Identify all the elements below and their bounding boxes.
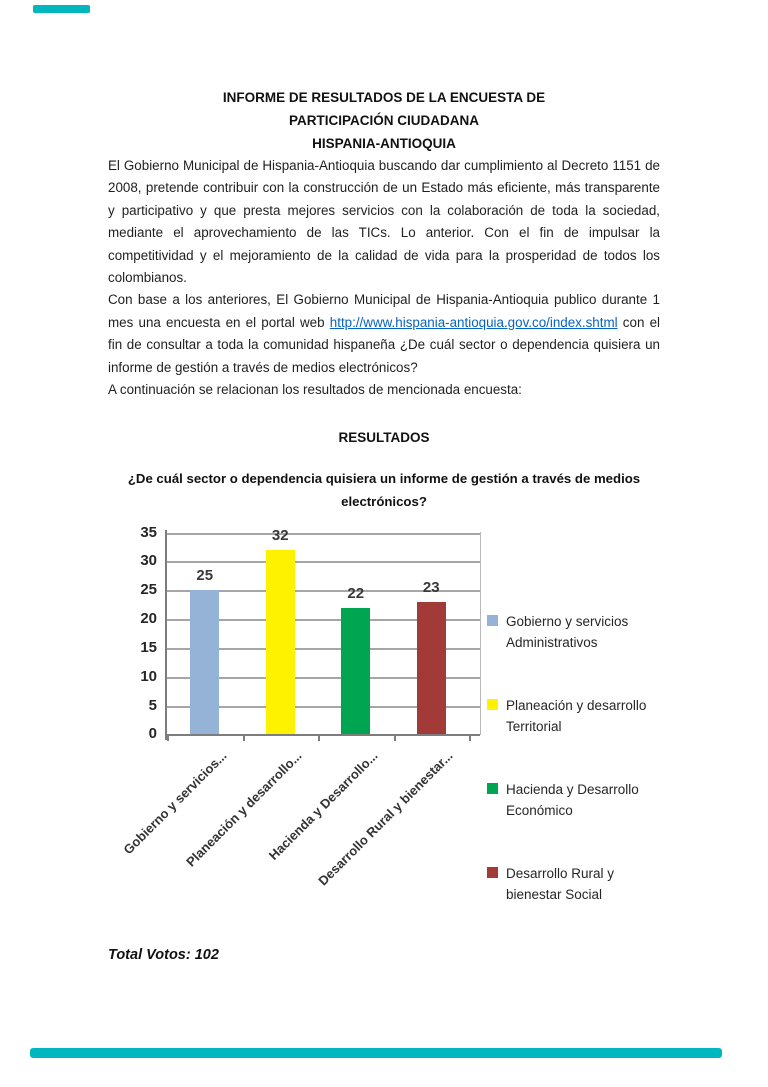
paragraph-survey-after-link: con el fin de consultar a toda la comuni… bbox=[108, 314, 661, 375]
total-votes: Total Votos: 102 bbox=[108, 947, 219, 964]
x-axis-tick bbox=[318, 734, 320, 742]
legend-item: Planeación y desarrollo Territorial bbox=[487, 695, 671, 737]
survey-question-line-2: electrónicos? bbox=[341, 494, 427, 510]
legend-item: Desarrollo Rural y bienestar Social bbox=[487, 863, 671, 905]
y-axis-tick-label: 20 bbox=[140, 610, 157, 628]
x-axis-tick bbox=[469, 734, 471, 742]
x-axis-tick bbox=[242, 734, 245, 742]
x-axis-tick bbox=[167, 734, 169, 742]
x-category-label: Gobierno y servicios... bbox=[120, 748, 230, 858]
bar-value-label: 23 bbox=[422, 578, 440, 596]
portal-link[interactable]: http://www.hispania-antioquia.gov.co/ind… bbox=[329, 314, 618, 330]
gridline bbox=[167, 561, 480, 564]
y-axis-tick-label: 35 bbox=[140, 523, 157, 541]
plot-area-right-border bbox=[480, 532, 481, 736]
document-title: INFORME DE RESULTADOS DE LA ENCUESTA DE … bbox=[108, 86, 660, 155]
title-line-1: INFORME DE RESULTADOS DE LA ENCUESTA DE bbox=[222, 90, 546, 105]
paragraph-intro: El Gobierno Municipal de Hispania-Antioq… bbox=[108, 158, 660, 286]
bar bbox=[341, 607, 371, 735]
y-axis-tick-label: 5 bbox=[148, 696, 157, 714]
legend-label: Gobierno y servicios Administrativos bbox=[506, 614, 629, 651]
legend-item: Hacienda y Desarrollo Económico bbox=[487, 779, 671, 821]
legend-swatch bbox=[487, 699, 498, 711]
results-bar-chart: 0 5 10 15 20 25 30 35 25 Gobierno y servicios... 3… bbox=[0, 524, 768, 929]
legend-label: Hacienda y Desarrollo Económico bbox=[506, 782, 639, 819]
legend-label: Planeación y desarrollo Territorial bbox=[506, 698, 647, 735]
legend-swatch bbox=[487, 783, 498, 795]
bar-value-label: 25 bbox=[196, 567, 214, 585]
x-axis-tick bbox=[393, 734, 396, 742]
survey-question-line-1: ¿De cuál sector o dependencia quisiera u… bbox=[127, 471, 641, 487]
gridline bbox=[167, 532, 480, 535]
gridline bbox=[167, 619, 480, 622]
x-axis-line bbox=[167, 734, 480, 737]
legend-label: Desarrollo Rural y bienestar Social bbox=[506, 866, 615, 903]
x-category-label: Planeación y desarrollo... bbox=[183, 748, 305, 870]
title-line-3: HISPANIA-ANTIOQUIA bbox=[312, 136, 456, 151]
document-content: INFORME DE RESULTADOS DE LA ENCUESTA DE … bbox=[108, 0, 660, 963]
legend-item: Gobierno y servicios Administrativos bbox=[487, 611, 671, 653]
y-axis-tick-label: 0 bbox=[148, 725, 157, 743]
y-axis-tick-label: 30 bbox=[140, 552, 157, 570]
gridline bbox=[167, 676, 480, 679]
paragraph-survey-before-link: Con base a los anteriores, El Gobierno M… bbox=[108, 292, 660, 330]
legend-swatch bbox=[487, 615, 498, 627]
bar bbox=[190, 590, 220, 735]
bottom-accent-bar bbox=[30, 1048, 722, 1058]
paragraph-lead-in: A continuación se relacionan los resulta… bbox=[108, 382, 522, 398]
y-axis-tick-label: 15 bbox=[140, 638, 157, 656]
x-category-label: Desarrollo Rural y bienestar... bbox=[315, 748, 456, 889]
legend-swatch bbox=[487, 867, 498, 879]
top-accent-bar bbox=[33, 5, 90, 13]
bar bbox=[416, 601, 446, 735]
bar bbox=[265, 549, 295, 735]
title-line-2: PARTICIPACIÓN CIUDADANA bbox=[289, 113, 479, 128]
y-axis-tick-label: 10 bbox=[140, 667, 157, 685]
results-heading: RESULTADOS bbox=[338, 430, 430, 446]
gridline bbox=[167, 590, 480, 593]
bar-value-label: 32 bbox=[271, 526, 289, 544]
y-axis-tick-label: 25 bbox=[140, 581, 157, 599]
gridline bbox=[167, 705, 480, 708]
paragraph-survey: Con base a los anteriores, El Gobierno M… bbox=[108, 289, 660, 379]
x-category-label: Hacienda y Desarrollo... bbox=[265, 748, 381, 864]
y-axis-line bbox=[165, 530, 167, 741]
gridline bbox=[167, 647, 480, 650]
survey-question: ¿De cuál sector o dependencia quisiera u… bbox=[108, 467, 660, 513]
bar-value-label: 22 bbox=[347, 584, 365, 602]
